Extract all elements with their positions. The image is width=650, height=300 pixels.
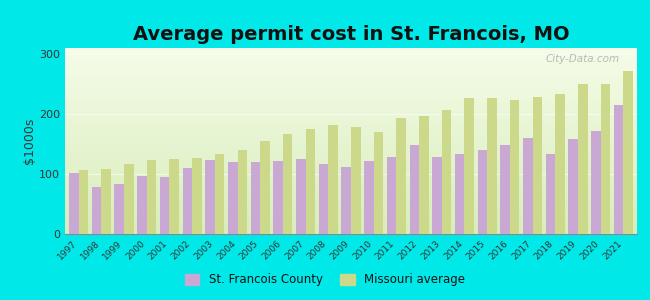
Bar — [251, 162, 260, 234]
Bar — [510, 100, 519, 234]
Bar — [419, 116, 428, 234]
Bar — [601, 84, 610, 234]
Bar — [296, 159, 306, 234]
Bar — [351, 127, 361, 234]
Bar — [532, 97, 542, 234]
Bar — [387, 157, 396, 234]
Bar — [101, 169, 111, 234]
Bar — [260, 141, 270, 234]
Bar — [183, 168, 192, 234]
Y-axis label: $1000s: $1000s — [23, 118, 36, 164]
Bar — [396, 118, 406, 234]
Bar — [124, 164, 133, 234]
Bar — [306, 129, 315, 234]
Bar — [137, 176, 147, 234]
Bar — [442, 110, 451, 234]
Bar — [555, 94, 565, 234]
Bar — [478, 150, 488, 234]
Bar — [170, 159, 179, 234]
Bar — [328, 125, 338, 234]
Bar — [455, 154, 465, 234]
Bar — [237, 150, 247, 234]
Bar — [410, 145, 419, 234]
Bar — [432, 157, 442, 234]
Bar — [374, 132, 383, 234]
Bar — [341, 167, 351, 234]
Bar — [623, 71, 633, 234]
Bar — [614, 105, 623, 234]
Bar — [205, 160, 214, 234]
Bar — [274, 161, 283, 234]
Bar — [546, 154, 555, 234]
Bar — [214, 154, 224, 234]
Bar — [147, 160, 156, 234]
Bar — [283, 134, 292, 234]
Bar — [69, 173, 79, 234]
Bar — [114, 184, 124, 234]
Bar — [488, 98, 497, 234]
Legend: St. Francois County, Missouri average: St. Francois County, Missouri average — [180, 269, 470, 291]
Text: City-Data.com: City-Data.com — [546, 54, 620, 64]
Bar — [364, 161, 374, 234]
Bar — [79, 170, 88, 234]
Bar — [523, 138, 532, 234]
Bar — [500, 145, 510, 234]
Bar — [591, 131, 601, 234]
Bar — [569, 139, 578, 234]
Title: Average permit cost in St. Francois, MO: Average permit cost in St. Francois, MO — [133, 25, 569, 44]
Bar — [228, 162, 237, 234]
Bar — [578, 84, 588, 234]
Bar — [318, 164, 328, 234]
Bar — [192, 158, 202, 234]
Bar — [465, 98, 474, 234]
Bar — [92, 187, 101, 234]
Bar — [160, 177, 170, 234]
